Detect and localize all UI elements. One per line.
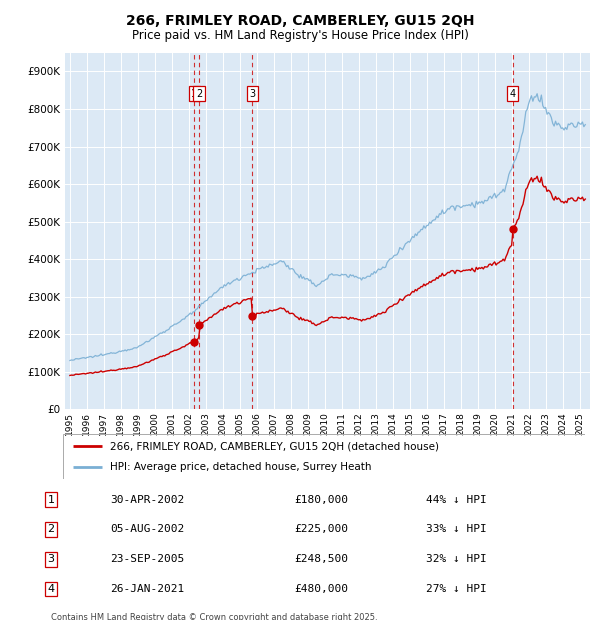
Text: 27% ↓ HPI: 27% ↓ HPI bbox=[425, 584, 487, 594]
Text: 266, FRIMLEY ROAD, CAMBERLEY, GU15 2QH (detached house): 266, FRIMLEY ROAD, CAMBERLEY, GU15 2QH (… bbox=[110, 441, 439, 451]
Text: 266, FRIMLEY ROAD, CAMBERLEY, GU15 2QH: 266, FRIMLEY ROAD, CAMBERLEY, GU15 2QH bbox=[126, 14, 474, 28]
Text: Price paid vs. HM Land Registry's House Price Index (HPI): Price paid vs. HM Land Registry's House … bbox=[131, 29, 469, 42]
Text: 26-JAN-2021: 26-JAN-2021 bbox=[110, 584, 184, 594]
Text: 3: 3 bbox=[249, 89, 255, 99]
Text: 44% ↓ HPI: 44% ↓ HPI bbox=[425, 495, 487, 505]
Text: 23-SEP-2005: 23-SEP-2005 bbox=[110, 554, 184, 564]
Text: 32% ↓ HPI: 32% ↓ HPI bbox=[425, 554, 487, 564]
Text: £225,000: £225,000 bbox=[294, 525, 348, 534]
Text: Contains HM Land Registry data © Crown copyright and database right 2025.
This d: Contains HM Land Registry data © Crown c… bbox=[51, 613, 377, 620]
Text: 33% ↓ HPI: 33% ↓ HPI bbox=[425, 525, 487, 534]
Text: £248,500: £248,500 bbox=[294, 554, 348, 564]
Text: 4: 4 bbox=[510, 89, 516, 99]
Text: £480,000: £480,000 bbox=[294, 584, 348, 594]
Text: 4: 4 bbox=[47, 584, 55, 594]
Text: 3: 3 bbox=[47, 554, 55, 564]
Text: 05-AUG-2002: 05-AUG-2002 bbox=[110, 525, 184, 534]
Text: 2: 2 bbox=[196, 89, 202, 99]
Text: 2: 2 bbox=[47, 525, 55, 534]
Text: £180,000: £180,000 bbox=[294, 495, 348, 505]
Text: 1: 1 bbox=[191, 89, 197, 99]
Text: 1: 1 bbox=[47, 495, 55, 505]
Text: HPI: Average price, detached house, Surrey Heath: HPI: Average price, detached house, Surr… bbox=[110, 463, 371, 472]
Text: 30-APR-2002: 30-APR-2002 bbox=[110, 495, 184, 505]
